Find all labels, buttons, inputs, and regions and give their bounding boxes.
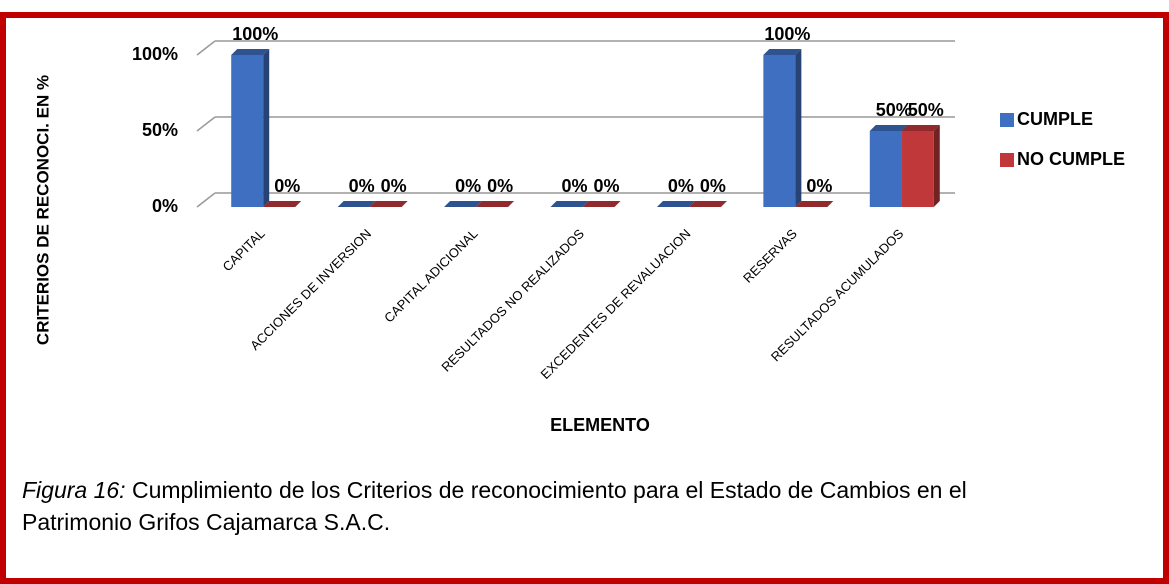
bar-top — [369, 201, 408, 207]
grid-diagonal — [196, 40, 216, 56]
legend-label: CUMPLE — [1017, 109, 1093, 129]
bar-top — [656, 201, 695, 207]
value-label: 0% — [349, 176, 375, 196]
value-label: 100% — [764, 24, 810, 44]
y-axis-title: CRITERIOS DE RECONOCI. EN % — [33, 75, 52, 345]
chart: CRITERIOS DE RECONOCI. EN % ELEMENTO 0% 5… — [33, 24, 1125, 435]
bar — [231, 55, 264, 207]
bar-top — [763, 49, 802, 55]
legend-label: NO CUMPLE — [1017, 149, 1125, 169]
y-tick-label: 0% — [152, 196, 178, 216]
bar-top — [582, 201, 621, 207]
value-label: 50% — [876, 100, 912, 120]
bar-top — [688, 201, 727, 207]
x-tick-label: CAPITAL — [220, 226, 268, 274]
bar-side — [933, 125, 940, 207]
x-tick-label: ACCIONES DE INVERSION — [247, 226, 374, 353]
grid-diagonal — [196, 116, 216, 132]
value-label: 0% — [806, 176, 832, 196]
grid-diagonal — [196, 192, 216, 208]
caption-label: Figura 16: — [22, 477, 126, 503]
bar — [869, 131, 902, 207]
value-label: 0% — [668, 176, 694, 196]
value-label: 50% — [908, 100, 944, 120]
bar-top — [444, 201, 483, 207]
bar-top — [901, 125, 940, 131]
legend-swatch — [1000, 113, 1014, 127]
y-tick-label: 50% — [142, 120, 178, 140]
value-label: 100% — [232, 24, 278, 44]
value-label: 0% — [274, 176, 300, 196]
bar-top — [337, 201, 376, 207]
page: CRITERIOS DE RECONOCI. EN % ELEMENTO 0% 5… — [0, 12, 1169, 584]
y-tick-label: 100% — [132, 44, 178, 64]
caption-text: Cumplimiento de los Criterios de reconoc… — [22, 477, 967, 535]
legend-swatch — [1000, 153, 1014, 167]
bar-top — [550, 201, 589, 207]
x-tick-label: RESERVAS — [740, 226, 800, 286]
bar-top — [476, 201, 515, 207]
x-tick-label: CAPITAL ADICIONAL — [381, 226, 480, 325]
value-label: 0% — [561, 176, 587, 196]
bar — [901, 131, 934, 207]
bar-top — [869, 125, 908, 131]
bar-top — [795, 201, 834, 207]
bar — [763, 55, 796, 207]
bar-side — [263, 49, 270, 207]
value-label: 0% — [487, 176, 513, 196]
caption: Figura 16: Cumplimiento de los Criterios… — [22, 474, 1032, 538]
value-label: 0% — [700, 176, 726, 196]
bar-top — [231, 49, 270, 55]
bar-side — [795, 49, 802, 207]
value-label: 0% — [455, 176, 481, 196]
x-axis-title: ELEMENTO — [550, 415, 650, 435]
value-label: 0% — [593, 176, 619, 196]
bar-top — [263, 201, 302, 207]
value-label: 0% — [381, 176, 407, 196]
